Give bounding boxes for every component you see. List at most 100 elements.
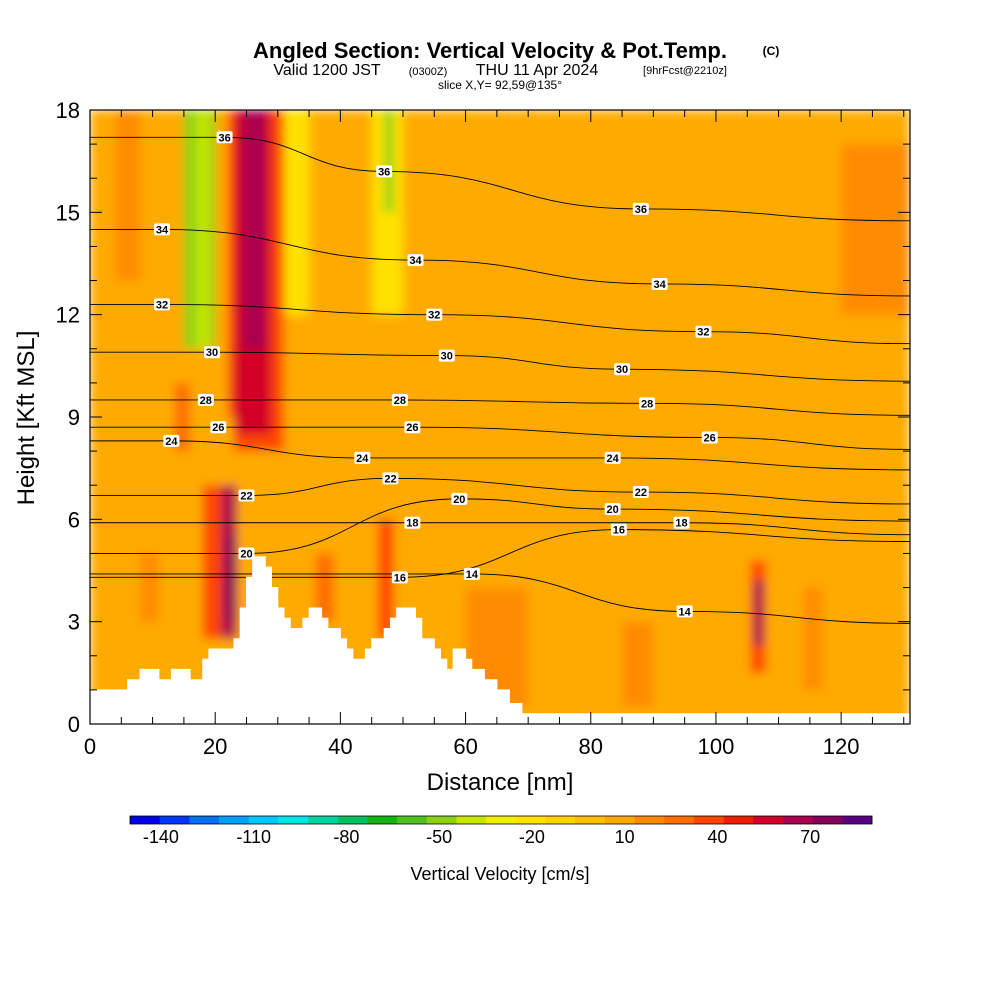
tick-marks (89, 109, 910, 725)
velocity-cell (115, 110, 141, 281)
contour-label: 24 (607, 453, 620, 465)
contour-label-bg (632, 486, 649, 499)
contour-label-bg (163, 434, 180, 447)
x-tick-label: 100 (698, 734, 735, 759)
colorbar-label: 70 (800, 827, 820, 847)
colorbar-swatch (782, 816, 813, 824)
colorbar-swatch (753, 816, 784, 824)
velocity-cell (196, 110, 209, 349)
x-tick-label: 40 (328, 734, 352, 759)
subtitle-date: THU 11 Apr 2024 (476, 62, 599, 79)
contour-label-bg (153, 223, 170, 236)
contour-label: 32 (428, 310, 440, 322)
contour-label: 22 (384, 473, 396, 485)
x-tick-label: 20 (203, 734, 227, 759)
contour-label-bg (451, 492, 468, 505)
velocity-cell (841, 144, 910, 315)
colorbar-swatch (723, 816, 754, 824)
colorbar-labels: -140 -110 -80 -50 -20 10 40 70 (143, 827, 820, 847)
contour-label-bg (210, 421, 227, 434)
contour-label: 36 (378, 166, 390, 178)
theta-contour-28 (90, 399, 910, 416)
contour-label: 14 (466, 569, 479, 581)
contour-label-bg (438, 349, 455, 362)
velocity-cell (754, 580, 763, 646)
slice-label: slice X,Y= 92,59@135° (438, 78, 562, 92)
contour-label: 14 (679, 606, 692, 618)
plot-area: 36 36 36 34 34 34 32 32 32 30 30 30 28 28 28 26 26 26 24 24… (90, 110, 910, 724)
contour-label-bg (604, 451, 621, 464)
contour-label-bg (376, 165, 393, 178)
colorbar-swatch (693, 816, 724, 824)
colorbar-swatch (664, 816, 695, 824)
y-tick-label: 3 (68, 610, 80, 635)
colorbar-swatch (219, 816, 250, 824)
contour-label: 16 (394, 572, 406, 584)
contour-label-bg (673, 516, 690, 529)
contour-label-bg (382, 472, 399, 485)
contour-label-bg (404, 516, 421, 529)
contour-label: 36 (635, 204, 647, 216)
y-axis-title: Height [Kft MSL] (13, 331, 40, 506)
colorbar-swatch (604, 816, 635, 824)
title-units: (C) (763, 44, 780, 58)
contour-label-bg (407, 254, 424, 267)
contour-label: 30 (441, 351, 453, 363)
y-tick-label: 0 (68, 712, 80, 737)
theta-contour-16 (90, 529, 910, 578)
y-tick-label: 15 (56, 200, 80, 225)
velocity-cell (227, 536, 238, 622)
contour-label: 26 (212, 422, 224, 434)
colorbar-label: -110 (236, 827, 271, 847)
velocity-cell (243, 110, 266, 349)
x-tick-label: 60 (453, 734, 477, 759)
contour-label: 20 (607, 504, 619, 516)
colorbar-swatch (426, 816, 457, 824)
y-tick-label: 12 (56, 303, 80, 328)
contour-label: 22 (240, 490, 252, 502)
contour-label-bg (197, 393, 214, 406)
colorbar-label: 40 (707, 827, 727, 847)
contour-label-bg (391, 571, 408, 584)
colorbar-swatch (248, 816, 279, 824)
x-tick-label: 0 (84, 734, 96, 759)
theta-contour-36 (90, 136, 910, 222)
colorbar-frame (129, 815, 873, 825)
contour-label: 18 (406, 518, 418, 530)
colorbar-label: -80 (333, 827, 359, 847)
contour-label-bg (354, 451, 371, 464)
colorbar-swatch (456, 816, 487, 824)
colorbar-swatch (130, 816, 160, 824)
colorbar-swatch (812, 816, 843, 824)
contour-label-bg (639, 397, 656, 410)
theta-contour-18 (90, 522, 910, 536)
x-tick-label: 120 (823, 734, 860, 759)
contour-label-bg (676, 605, 693, 618)
contour-label: 34 (409, 255, 422, 267)
contour-label-bg (404, 421, 421, 434)
colorbar-swatch (367, 816, 398, 824)
theta-contour-30 (90, 351, 910, 382)
colorbar (129, 815, 873, 825)
contour-label: 28 (394, 395, 406, 407)
contour-label-bg (153, 298, 170, 311)
velocity-cell (384, 110, 394, 213)
contour-label-bg (610, 523, 627, 536)
contour-labels: 36 36 36 34 34 34 32 32 32 30 30 30 28 28 28 26 26 26 24 24… (153, 131, 718, 618)
velocity-cell (803, 587, 823, 690)
colorbar-swatch (545, 816, 576, 824)
x-tick-label: 80 (579, 734, 603, 759)
colorbar-swatch (634, 816, 665, 824)
contour-label: 20 (240, 548, 252, 560)
colorbar-swatch (189, 816, 220, 824)
contour-label-bg (216, 131, 233, 144)
contour-label: 30 (206, 347, 218, 359)
contour-label: 34 (653, 279, 666, 291)
contour-label-bg (238, 489, 255, 502)
contour-label: 20 (453, 494, 465, 506)
contour-label-bg (426, 308, 443, 321)
contour-label: 26 (406, 422, 418, 434)
colorbar-swatch (337, 816, 368, 824)
colorbar-swatch (278, 816, 309, 824)
